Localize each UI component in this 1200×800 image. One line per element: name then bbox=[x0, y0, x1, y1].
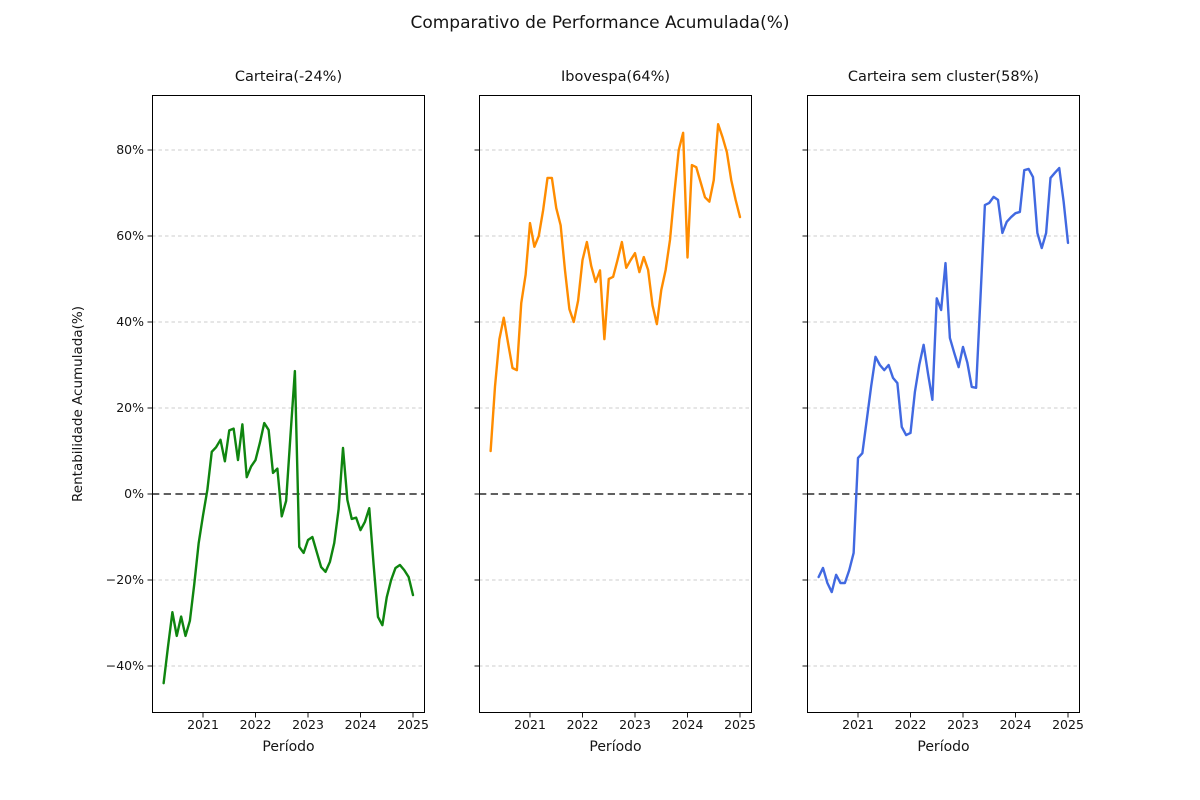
x-tick-label: 2023 bbox=[619, 717, 651, 732]
x-tick-label: 2021 bbox=[514, 717, 546, 732]
axes-spines bbox=[152, 95, 425, 713]
y-tick-label: 40% bbox=[116, 314, 144, 329]
subplot-carteira-sem-cluster-title: Carteira sem cluster(58%) bbox=[847, 69, 1040, 85]
y-axis-label: Rentabilidade Acumulada(%) bbox=[70, 306, 86, 502]
plot-area-ibovespa bbox=[474, 95, 752, 718]
subplot-carteira-sem-cluster: Carteira sem cluster(58%) Período 2021 20… bbox=[802, 69, 1084, 755]
plot-area-carteira bbox=[147, 95, 425, 718]
x-tick-label: 2025 bbox=[724, 717, 756, 732]
axes-spines bbox=[807, 95, 1080, 713]
y-tick-label: −20% bbox=[105, 572, 144, 587]
data-line bbox=[489, 123, 742, 453]
x-tick-label: 2021 bbox=[842, 717, 874, 732]
subplot-carteira-title: Carteira(-24%) bbox=[234, 69, 343, 85]
x-tick-label: 2024 bbox=[671, 717, 704, 732]
x-axis-label: Período bbox=[262, 739, 315, 755]
x-tick-label: 2021 bbox=[187, 717, 219, 732]
x-tick-label: 2025 bbox=[1052, 717, 1084, 732]
figure-title: Comparativo de Performance Acumulada(%) bbox=[410, 13, 790, 33]
y-tick-label: 80% bbox=[116, 142, 144, 157]
x-tick-label: 2022 bbox=[239, 717, 272, 732]
x-tick-label: 2022 bbox=[894, 717, 927, 732]
subplot-ibovespa: Ibovespa(64%) Período 2021 2022 2023 2024 20… bbox=[474, 69, 756, 755]
axes-spines bbox=[479, 95, 752, 713]
x-axis-label: Período bbox=[917, 739, 970, 755]
data-line bbox=[817, 166, 1070, 594]
subplot-carteira: Carteira(-24%) Período 2021 2022 2023 2024 2… bbox=[106, 69, 429, 755]
subplot-ibovespa-title: Ibovespa(64%) bbox=[560, 69, 671, 85]
x-axis-label: Período bbox=[589, 739, 642, 755]
x-tick-label: 2023 bbox=[292, 717, 324, 732]
data-line bbox=[162, 369, 415, 685]
y-tick-label: 60% bbox=[116, 228, 144, 243]
y-tick-label: 0% bbox=[124, 486, 144, 501]
x-tick-label: 2022 bbox=[566, 717, 599, 732]
x-tick-label: 2023 bbox=[947, 717, 979, 732]
y-tick-label: 20% bbox=[116, 400, 144, 415]
x-tick-label: 2024 bbox=[999, 717, 1032, 732]
y-tick-label: −40% bbox=[105, 658, 144, 673]
x-tick-label: 2025 bbox=[397, 717, 429, 732]
x-tick-label: 2024 bbox=[344, 717, 377, 732]
plot-area-carteira-sem-cluster bbox=[802, 95, 1080, 718]
